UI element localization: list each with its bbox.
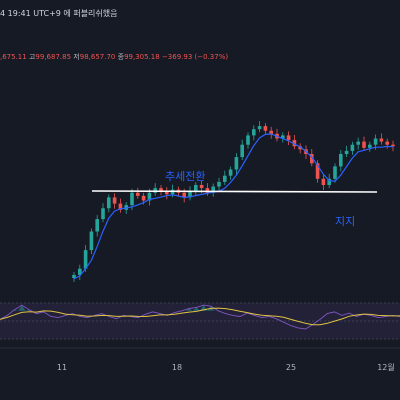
open-value: ,675.11 bbox=[0, 53, 27, 61]
change-value: −369.93 (−0.37%) bbox=[161, 53, 229, 61]
candle-body bbox=[286, 135, 291, 141]
x-tick-label: 12월 bbox=[377, 362, 395, 372]
candle-body bbox=[339, 154, 343, 167]
candle-body bbox=[147, 192, 152, 201]
candle-body bbox=[292, 140, 297, 147]
candle-body bbox=[350, 144, 355, 151]
high-value: 99,687.85 bbox=[35, 53, 72, 61]
candle-body bbox=[199, 185, 204, 189]
candle-body bbox=[246, 135, 250, 145]
support-line bbox=[91, 190, 378, 193]
candle-body bbox=[315, 163, 320, 179]
time-axis: 11 18 25 12월 bbox=[57, 362, 395, 372]
candle-body bbox=[89, 231, 94, 251]
candle-body bbox=[385, 141, 389, 145]
candle-body bbox=[269, 130, 273, 134]
rsi-line bbox=[0, 304, 400, 330]
candle-body bbox=[194, 185, 198, 192]
x-tick-label: 18 bbox=[172, 363, 182, 372]
annotation-trend-change: 추세전환 bbox=[165, 170, 205, 183]
ohlc-line: ,675.11 고99,687.85 저98,657.70 종99,305.18… bbox=[0, 52, 228, 62]
candle-body bbox=[391, 144, 395, 147]
candle-body bbox=[263, 126, 268, 131]
close-label: 종 bbox=[117, 53, 125, 61]
candle-body bbox=[252, 129, 256, 136]
candle-body bbox=[373, 138, 378, 145]
candle-body bbox=[310, 154, 314, 164]
candle-body bbox=[344, 150, 349, 154]
candle-body bbox=[136, 192, 140, 196]
candle-body bbox=[217, 181, 221, 187]
candle-body bbox=[379, 138, 384, 142]
moving-average-line bbox=[73, 133, 394, 280]
candle-body bbox=[165, 191, 169, 195]
candle-body bbox=[240, 144, 244, 158]
candle-body bbox=[130, 192, 134, 206]
candle-body bbox=[281, 135, 285, 139]
candles-group bbox=[72, 121, 395, 282]
candle-body bbox=[298, 146, 302, 150]
candle-body bbox=[321, 178, 326, 185]
candle-body bbox=[188, 191, 192, 198]
candle-body bbox=[228, 169, 233, 176]
publish-time: 4 19:41 UTC+9 에 퍼블리쉬했음 bbox=[0, 9, 118, 18]
candle-body bbox=[356, 141, 360, 145]
candle-body bbox=[101, 208, 105, 220]
candle-body bbox=[118, 203, 123, 210]
candle-body bbox=[107, 197, 111, 209]
rsi-moving-average-line bbox=[0, 307, 400, 326]
x-tick-label: 11 bbox=[57, 363, 67, 372]
high-label: 고 bbox=[28, 53, 36, 61]
low-label: 저 bbox=[73, 53, 80, 61]
x-tick-label: 25 bbox=[286, 363, 296, 372]
candle-body bbox=[368, 144, 372, 148]
candle-body bbox=[78, 268, 82, 275]
candle-body bbox=[83, 250, 88, 269]
candle-body bbox=[95, 219, 99, 232]
low-value: 98,657.70 bbox=[79, 53, 116, 61]
candle-body bbox=[141, 195, 146, 201]
candle-body bbox=[333, 166, 337, 179]
candle-body bbox=[182, 192, 186, 198]
candle-body bbox=[223, 175, 227, 182]
candle-body bbox=[159, 188, 163, 192]
rsi-overbought-fill bbox=[10, 305, 215, 311]
candle-body bbox=[327, 178, 331, 185]
candle-body bbox=[112, 197, 117, 204]
candle-body bbox=[205, 188, 210, 193]
candle-body bbox=[72, 274, 76, 278]
annotation-support: 지지 bbox=[335, 215, 355, 228]
candle-body bbox=[211, 186, 215, 193]
candle-body bbox=[362, 141, 366, 148]
close-value: 99,305.18 bbox=[124, 53, 160, 61]
candle-body bbox=[234, 157, 239, 170]
candle-body bbox=[257, 126, 262, 130]
